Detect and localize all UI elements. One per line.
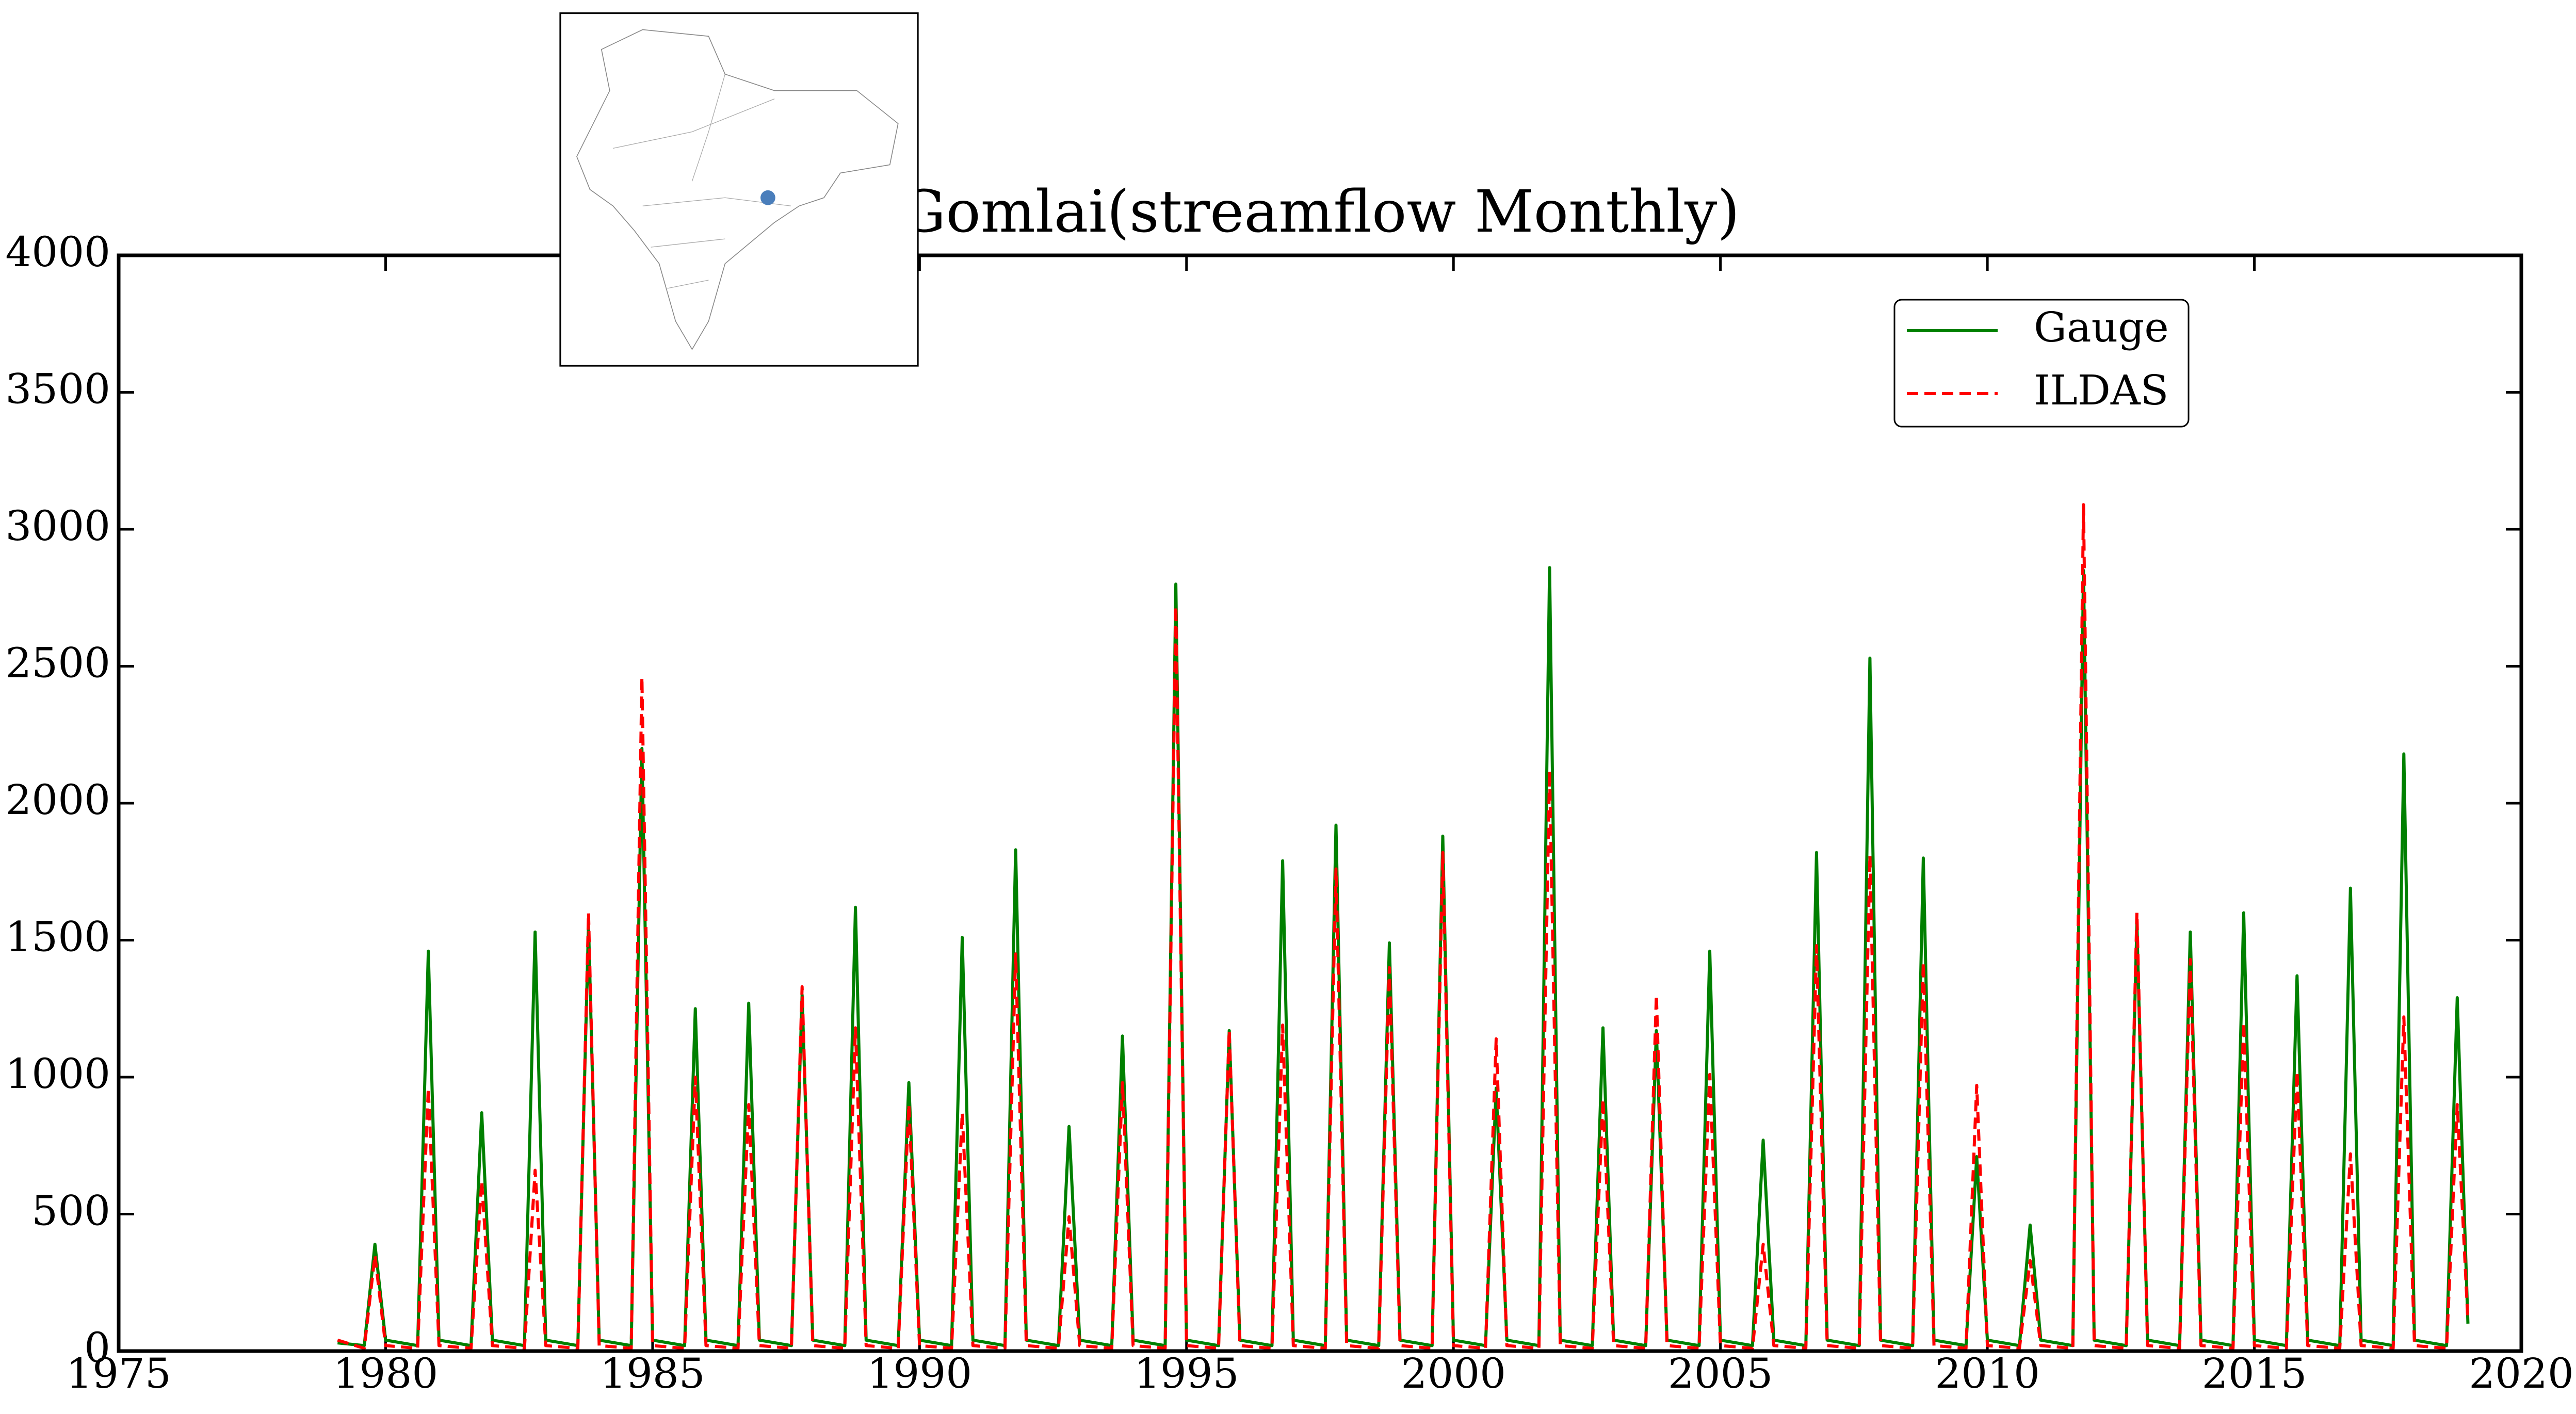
legend-label: ILDAS <box>2034 366 2168 414</box>
inset-map <box>559 12 919 367</box>
chart-title: Gomlai(streamflow Monthly) <box>900 178 1740 246</box>
y-tick-label: 0 <box>84 1324 110 1372</box>
x-tick-label: 2010 <box>1935 1350 2040 1397</box>
gauge-location <box>760 190 775 205</box>
x-tick-label: 1975 <box>66 1350 171 1397</box>
y-tick-label: 500 <box>31 1187 110 1235</box>
x-tick-label: 2020 <box>2469 1350 2574 1397</box>
x-tick-label: 1985 <box>600 1350 705 1397</box>
map-outline <box>576 29 899 350</box>
map-frame <box>559 12 919 367</box>
data-line <box>337 566 2470 1347</box>
x-tick-label: 1990 <box>867 1350 973 1397</box>
x-tick-label: 2000 <box>1401 1350 1506 1397</box>
data-line <box>337 503 2470 1350</box>
x-tick-label: 2005 <box>1668 1350 1773 1397</box>
x-tick-label: 1995 <box>1134 1350 1239 1397</box>
y-tick-label: 1000 <box>5 1050 110 1098</box>
y-tick-label: 4000 <box>5 228 110 276</box>
y-tick-label: 3500 <box>5 365 110 413</box>
y-tick-label: 2500 <box>5 639 110 687</box>
y-tick-label: 1500 <box>5 913 110 961</box>
y-tick-label: 2000 <box>5 776 110 824</box>
plot-area: 0 500 1000 1500 2000 2500 3000 3500 4000 1975 1980… <box>5 228 2573 1397</box>
legend-label: Gauge <box>2034 303 2169 351</box>
x-tick-label: 2015 <box>2202 1350 2307 1397</box>
plot-frame <box>117 253 2523 1353</box>
x-tick-label: 1980 <box>333 1350 439 1397</box>
map-basins <box>613 74 791 289</box>
y-tick-label: 3000 <box>5 502 110 550</box>
